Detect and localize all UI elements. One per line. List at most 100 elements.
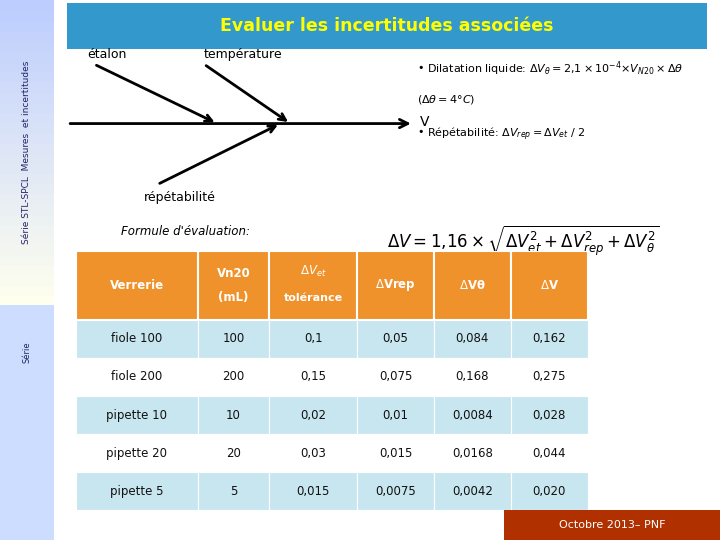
Bar [0, 21, 54, 30]
Text: 0,028: 0,028 [532, 409, 566, 422]
Bar [198, 358, 269, 396]
Text: pipette 20: pipette 20 [107, 447, 167, 460]
Bar [198, 472, 269, 510]
Bar [510, 358, 588, 396]
Text: Verrerie: Verrerie [109, 279, 164, 292]
Bar [0, 91, 54, 102]
Bar [434, 251, 510, 320]
Bar [434, 358, 510, 396]
Text: 0,0168: 0,0168 [452, 447, 492, 460]
Bar [76, 434, 198, 472]
Bar [198, 320, 269, 358]
Text: 0,15: 0,15 [300, 370, 326, 383]
Text: Série: Série [22, 341, 32, 363]
Bar [269, 320, 357, 358]
Bar [0, 112, 54, 122]
Text: répétabilité: répétabilité [144, 191, 216, 204]
Bar [434, 434, 510, 472]
Text: 0,162: 0,162 [532, 332, 566, 346]
Text: 0,0084: 0,0084 [452, 409, 492, 422]
Text: Evaluer les incertitudes associées: Evaluer les incertitudes associées [220, 17, 554, 35]
Text: 0,075: 0,075 [379, 370, 413, 383]
Bar [269, 251, 357, 320]
Bar [510, 396, 588, 434]
Bar [76, 396, 198, 434]
Bar [76, 472, 198, 510]
Bar [357, 251, 434, 320]
Bar [0, 274, 54, 285]
Bar [434, 320, 510, 358]
Text: Octobre 2013– PNF: Octobre 2013– PNF [559, 520, 665, 530]
Bar [68, 3, 707, 49]
Bar [434, 472, 510, 510]
Bar [0, 285, 54, 295]
Bar [269, 396, 357, 434]
Text: $(\Delta\theta = 4°C)$: $(\Delta\theta = 4°C)$ [417, 93, 475, 106]
Bar [0, 40, 54, 51]
Text: pipette 5: pipette 5 [110, 485, 163, 498]
Text: 0,0042: 0,0042 [452, 485, 492, 498]
Text: • Répétabilité: $\Delta V_{rep} = \Delta V_{et}$ / 2: • Répétabilité: $\Delta V_{rep} = \Delta… [417, 125, 586, 143]
Text: température: température [204, 48, 282, 61]
Bar [0, 143, 54, 152]
Bar [0, 71, 54, 82]
Bar [269, 358, 357, 396]
Bar [0, 122, 54, 132]
Text: 10: 10 [226, 409, 241, 422]
Text: 0,084: 0,084 [456, 332, 489, 346]
Bar [0, 204, 54, 213]
Bar [76, 251, 198, 320]
Text: étalon: étalon [87, 48, 127, 61]
Text: Série STL-SPCL  Mesures  et incertitudes: Série STL-SPCL Mesures et incertitudes [22, 61, 32, 244]
Text: 0,0075: 0,0075 [375, 485, 416, 498]
Text: tolérance: tolérance [284, 293, 343, 303]
Bar [0, 173, 54, 183]
Text: $\Delta V = 1{,}16 \times \sqrt{\Delta V_{et}^2 + \Delta V_{rep}^2 + \Delta V_{\: $\Delta V = 1{,}16 \times \sqrt{\Delta V… [387, 224, 660, 258]
Text: $\Delta$Vθ: $\Delta$Vθ [459, 279, 486, 292]
Bar [0, 10, 54, 21]
Text: V: V [420, 115, 430, 129]
Text: 0,015: 0,015 [379, 447, 413, 460]
Text: 0,168: 0,168 [456, 370, 489, 383]
Bar [0, 183, 54, 193]
Bar [510, 320, 588, 358]
Bar [0, 61, 54, 71]
Text: $\Delta$V: $\Delta$V [539, 279, 559, 292]
Bar [76, 358, 198, 396]
Text: 0,044: 0,044 [532, 447, 566, 460]
Bar [269, 472, 357, 510]
Bar [198, 396, 269, 434]
Bar [510, 434, 588, 472]
Bar [269, 434, 357, 472]
Bar [0, 193, 54, 204]
Bar [0, 295, 54, 305]
Bar [0, 163, 54, 173]
Bar [0, 102, 54, 112]
Text: pipette 10: pipette 10 [107, 409, 167, 422]
Bar [0, 265, 54, 274]
Text: Formule d'évaluation:: Formule d'évaluation: [121, 225, 250, 238]
Bar [0, 224, 54, 234]
Text: fiole 100: fiole 100 [111, 332, 163, 346]
Text: 0,05: 0,05 [382, 332, 408, 346]
Bar [434, 396, 510, 434]
Bar [198, 251, 269, 320]
Text: 0,02: 0,02 [300, 409, 326, 422]
Text: 20: 20 [226, 447, 241, 460]
Text: fiole 200: fiole 200 [111, 370, 163, 383]
Bar [76, 320, 198, 358]
Bar [0, 30, 54, 40]
Bar [357, 396, 434, 434]
Bar [0, 82, 54, 91]
Bar [357, 472, 434, 510]
Text: (mL): (mL) [218, 291, 248, 305]
Bar [198, 434, 269, 472]
Text: $\Delta V_{et}$: $\Delta V_{et}$ [300, 264, 326, 279]
Text: 0,020: 0,020 [532, 485, 566, 498]
Text: 0,03: 0,03 [300, 447, 326, 460]
Bar [357, 358, 434, 396]
Bar [0, 213, 54, 224]
Text: 0,01: 0,01 [382, 409, 408, 422]
Text: 0,275: 0,275 [532, 370, 566, 383]
Bar [0, 254, 54, 265]
